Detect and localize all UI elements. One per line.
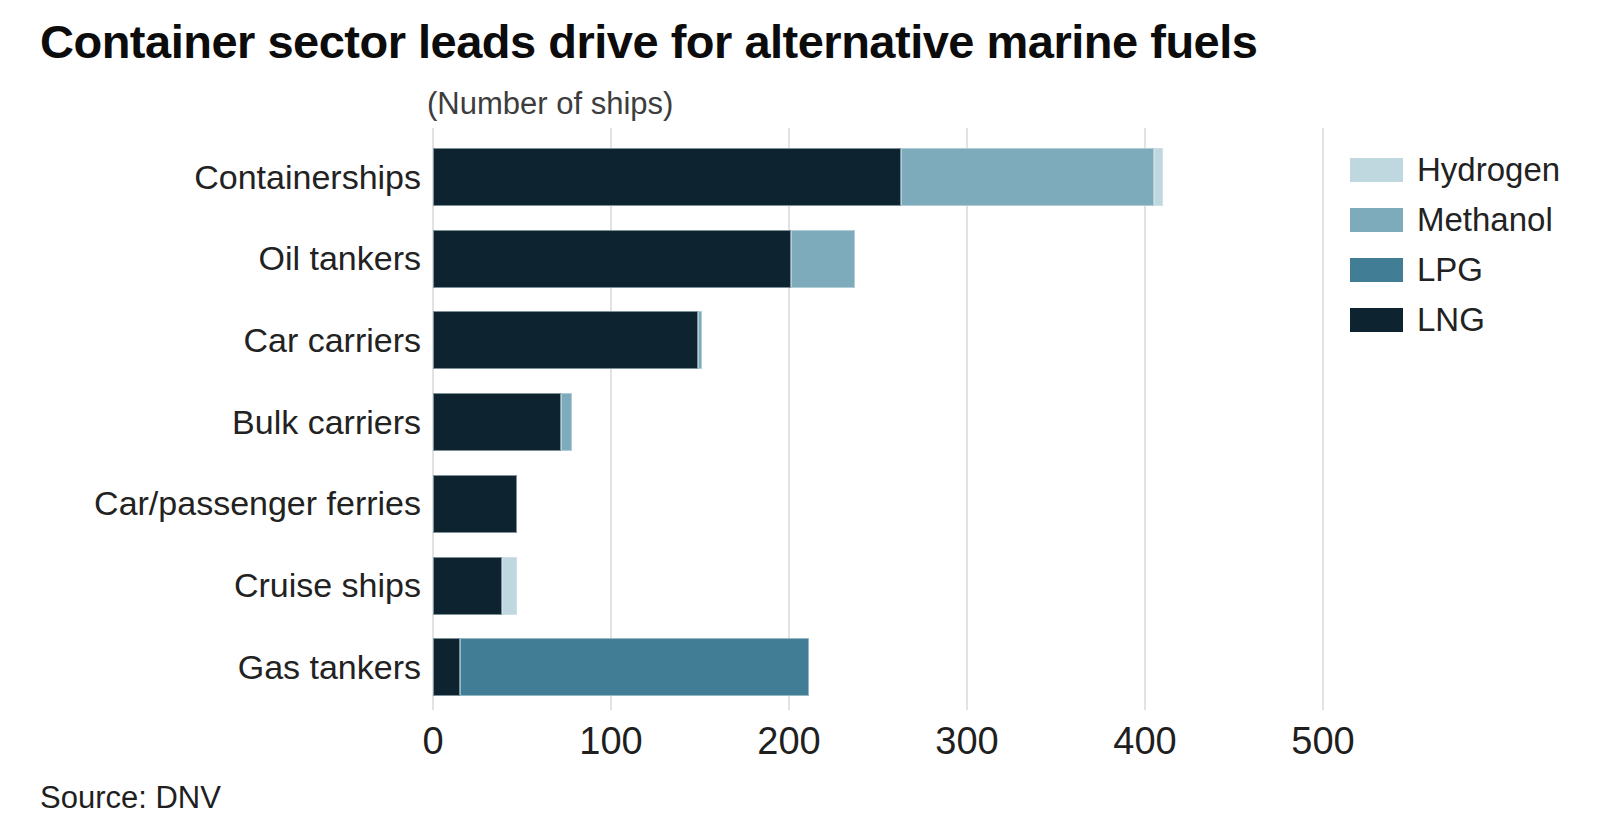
x-tick-label-300: 300 <box>935 720 998 763</box>
chart-subtitle: (Number of ships) <box>427 86 673 122</box>
bar-containerships <box>433 148 1163 206</box>
bar-gas-tankers <box>433 638 809 696</box>
source-note: Source: DNV <box>40 780 221 816</box>
category-labels: Containerships Oil tankers Car carriers Bul… <box>0 128 421 710</box>
chart-title: Container sector leads drive for alterna… <box>40 14 1257 69</box>
bar-segment-gas-tankers-lng <box>433 638 460 696</box>
bar-cruise-ships <box>433 557 517 615</box>
x-tick-label-400: 400 <box>1113 720 1176 763</box>
bar-segment-containerships-lng <box>433 148 901 206</box>
legend: Hydrogen Methanol LPG LNG <box>1350 158 1560 358</box>
bar-segment-containerships-hydrogen <box>1154 148 1163 206</box>
legend-label-lng: LNG <box>1417 301 1485 339</box>
category-label-bulk-carriers: Bulk carriers <box>0 393 421 451</box>
legend-label-lpg: LPG <box>1417 251 1483 289</box>
bar-segment-cruise-ships-lng <box>433 557 502 615</box>
gridline-300 <box>966 128 968 710</box>
legend-swatch-methanol <box>1350 208 1403 232</box>
x-tick-label-200: 200 <box>757 720 820 763</box>
bar-segment-car-passenger-ferries-lng <box>433 475 517 533</box>
category-label-cruise-ships: Cruise ships <box>0 557 421 615</box>
legend-item-methanol: Methanol <box>1350 208 1560 232</box>
legend-swatch-lpg <box>1350 258 1403 282</box>
bar-oil-tankers <box>433 230 855 288</box>
x-tick-label-500: 500 <box>1291 720 1354 763</box>
bar-bulk-carriers <box>433 393 572 451</box>
legend-item-lng: LNG <box>1350 308 1560 332</box>
gridline-200 <box>788 128 790 710</box>
category-label-gas-tankers: Gas tankers <box>0 638 421 696</box>
plot-area <box>433 128 1348 710</box>
bar-segment-bulk-carriers-methanol <box>561 393 572 451</box>
gridline-400 <box>1144 128 1146 710</box>
x-axis: 0100200300400500 <box>433 720 1348 770</box>
bar-car-passenger-ferries <box>433 475 517 533</box>
bar-car-carriers <box>433 311 702 369</box>
bar-segment-bulk-carriers-lng <box>433 393 561 451</box>
legend-item-hydrogen: Hydrogen <box>1350 158 1560 182</box>
x-tick-label-100: 100 <box>579 720 642 763</box>
bar-segment-oil-tankers-lng <box>433 230 791 288</box>
legend-swatch-lng <box>1350 308 1403 332</box>
category-label-car-passenger-ferries: Car/passenger ferries <box>0 475 421 533</box>
bar-segment-cruise-ships-hydrogen <box>502 557 516 615</box>
bar-segment-oil-tankers-methanol <box>791 230 855 288</box>
category-label-car-carriers: Car carriers <box>0 311 421 369</box>
legend-label-methanol: Methanol <box>1417 201 1553 239</box>
bar-segment-gas-tankers-lpg <box>460 638 809 696</box>
x-tick-label-0: 0 <box>422 720 443 763</box>
category-label-oil-tankers: Oil tankers <box>0 230 421 288</box>
bar-segment-containerships-methanol <box>901 148 1154 206</box>
gridline-100 <box>610 128 612 710</box>
category-label-containerships: Containerships <box>0 148 421 206</box>
legend-swatch-hydrogen <box>1350 158 1403 182</box>
bar-segment-car-carriers-lng <box>433 311 698 369</box>
legend-item-lpg: LPG <box>1350 258 1560 282</box>
gridline-500 <box>1322 128 1324 710</box>
legend-label-hydrogen: Hydrogen <box>1417 151 1560 189</box>
bar-segment-car-carriers-methanol <box>698 311 702 369</box>
